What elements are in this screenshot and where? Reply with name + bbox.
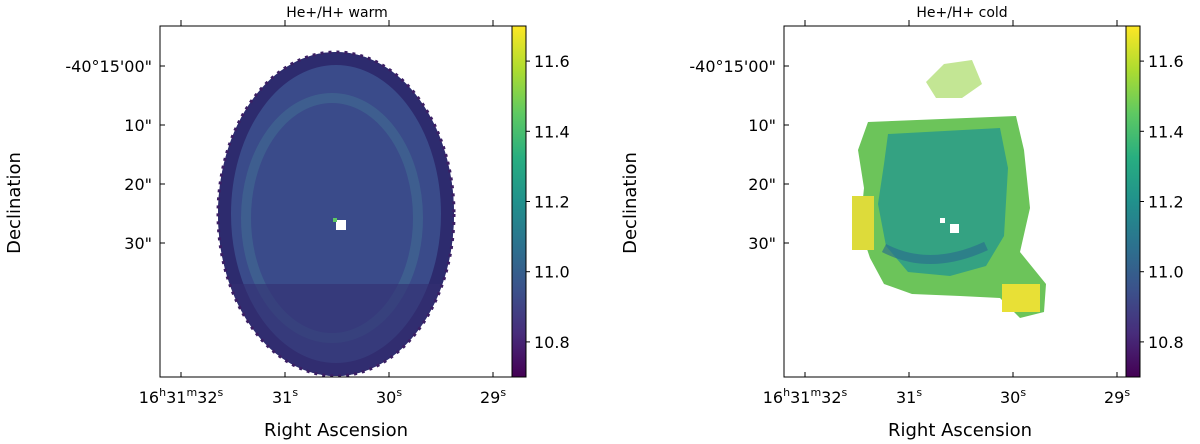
cold-y-axis-label: Declination [620, 152, 641, 254]
panel-cold: He+/H+ cold 16h31m32s 31s 30s 29s -40°15'00… [620, 5, 1184, 441]
warm-center-hotspot [333, 218, 337, 222]
warm-y-tick-label-1: 10" [124, 116, 152, 135]
cold-x-tick-label-1: 31s [896, 386, 922, 407]
cold-colorbar-ticks: 11.6 11.4 11.2 11.0 10.8 [1140, 52, 1184, 352]
warm-colorbar: 11.6 11.4 11.2 11.0 10.8 [511, 25, 570, 378]
cold-left-edge [852, 196, 874, 250]
cold-y-ticks: -40°15'00" 10" 20" 30" [689, 57, 789, 253]
cold-colorbar-tick-label-0: 11.6 [1148, 52, 1184, 71]
warm-x-axis-label: Right Ascension [264, 420, 408, 441]
warm-colorbar-tick-label-0: 11.6 [534, 52, 570, 71]
cold-upper-filament [926, 60, 982, 98]
warm-y-tick-label-3: 30" [124, 234, 152, 253]
warm-y-tick-label-2: 20" [124, 175, 152, 194]
warm-colorbar-ticks: 11.6 11.4 11.2 11.0 10.8 [526, 52, 570, 352]
warm-x-tick-label-0: 16h31m32s [139, 386, 224, 407]
warm-image [216, 50, 456, 378]
panel-cold-title: He+/H+ cold [916, 5, 1007, 21]
warm-colorbar-tick-label-2: 11.2 [534, 193, 570, 212]
cold-inner-region [878, 128, 1008, 276]
warm-x-ticks: 16h31m32s 31s 30s 29s [139, 20, 506, 407]
panel-warm-title: He+/H+ warm [286, 5, 387, 21]
warm-colorbar-gradient [511, 25, 527, 378]
cold-dark-arc [881, 241, 988, 264]
warm-y-tick-label-0: -40°15'00" [65, 57, 152, 76]
warm-x-tick-label-3: 29s [480, 386, 506, 407]
warm-colorbar-tick-label-4: 10.8 [534, 333, 570, 352]
warm-x-tick-label-1: 31s [272, 386, 298, 407]
cold-image [852, 60, 1046, 318]
warm-y-ticks: -40°15'00" 10" 20" 30" [65, 57, 165, 253]
cold-x-tick-label-0: 16h31m32s [763, 386, 848, 407]
warm-y-axis-label: Declination [4, 152, 25, 254]
cold-colorbar-tick-label-3: 11.0 [1148, 263, 1184, 282]
panel-warm: He+/H+ warm 16h31m32s 31s 30s 29s -40°15'00… [4, 5, 570, 441]
cold-colorbar-tick-label-4: 10.8 [1148, 333, 1184, 352]
warm-fringe [216, 50, 456, 378]
cold-y-tick-label-2: 20" [748, 175, 776, 194]
cold-x-tick-label-2: 30s [1000, 386, 1026, 407]
warm-bottom-shade [218, 284, 454, 376]
warm-center-star [336, 220, 346, 230]
cold-colorbar-tick-label-1: 11.4 [1148, 122, 1184, 141]
cold-colorbar-tick-label-2: 11.2 [1148, 193, 1184, 212]
cold-x-axis-label: Right Ascension [888, 420, 1032, 441]
cold-y-tick-label-1: 10" [748, 116, 776, 135]
cold-colorbar: 11.6 11.4 11.2 11.0 10.8 [1125, 25, 1184, 378]
cold-x-tick-label-3: 29s [1104, 386, 1130, 407]
cold-center-hole [950, 224, 959, 233]
warm-x-tick-label-2: 30s [376, 386, 402, 407]
cold-y-tick-label-3: 30" [748, 234, 776, 253]
cold-colorbar-gradient [1125, 25, 1141, 378]
warm-colorbar-tick-label-1: 11.4 [534, 122, 570, 141]
cold-center-hole-2 [940, 218, 945, 223]
cold-y-tick-label-0: -40°15'00" [689, 57, 776, 76]
cold-x-ticks: 16h31m32s 31s 30s 29s [763, 20, 1130, 407]
warm-colorbar-tick-label-3: 11.0 [534, 263, 570, 282]
cold-bottom-blob [1002, 284, 1040, 312]
